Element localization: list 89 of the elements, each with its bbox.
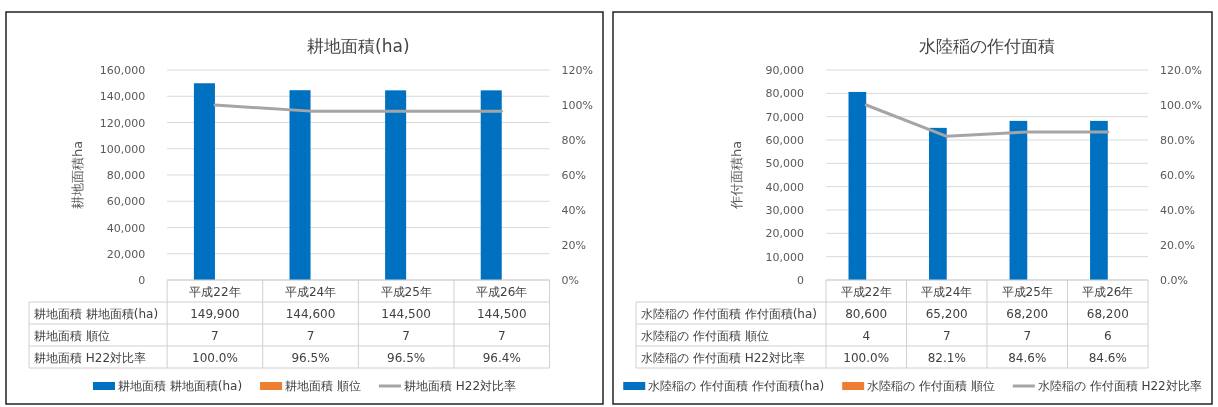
y-tick-label: 140,000 (99, 90, 146, 104)
x-tick-label: 平成22年 (189, 285, 241, 299)
y2-tick-label: 60% (561, 169, 586, 182)
y2-tick-label: 120% (561, 64, 593, 77)
y-tick-label: 40,000 (765, 180, 804, 194)
data-label: 84.6% (1008, 351, 1047, 365)
y-tick-label: 30,000 (765, 204, 804, 217)
bar (289, 90, 311, 280)
y2-tick-label: 100% (561, 99, 593, 112)
legend-label: 耕地面積 耕地面積(ha) (117, 379, 243, 393)
y-tick-label: 40,000 (106, 221, 146, 235)
data-label: 100.0% (843, 351, 890, 365)
y2-tick-label: 20.0% (1160, 239, 1195, 252)
text: 耕地面積 H22対比率 (34, 351, 147, 365)
legend-label: 水陸稲の 作付面積 順位 (867, 379, 995, 393)
x-tick-label: 平成25年 (380, 285, 432, 299)
y-tick-label: 70,000 (765, 110, 804, 124)
text: 耕地面積 順位 (34, 329, 110, 343)
bar (929, 127, 947, 280)
data-label: 6 (1103, 329, 1112, 343)
data-label: 144,500 (476, 307, 527, 321)
data-label: 7 (211, 329, 219, 343)
y-tick-label: 60,000 (765, 134, 804, 147)
data-label: 144,500 (381, 307, 431, 321)
bar (1090, 120, 1108, 280)
y-tick-label: 160,000 (99, 64, 146, 77)
text: 水陸稲の 作付面積 H22対比率 (641, 351, 805, 365)
y-axis-title: 耕地面積ha (70, 140, 86, 210)
y-tick-label: 10,000 (765, 250, 804, 264)
y2-tick-label: 20% (561, 239, 586, 252)
y-tick-label: 50,000 (765, 157, 804, 171)
data-label: 68,200 (1006, 307, 1049, 321)
x-tick-label: 平成24年 (921, 285, 973, 299)
bar (193, 83, 215, 280)
text: 耕地面積 耕地面積(ha) (34, 307, 159, 321)
x-tick-label: 平成22年 (840, 285, 892, 299)
data-label: 7 (1023, 329, 1032, 343)
data-label: 144,600 (285, 307, 336, 321)
x-tick-label: 平成26年 (1082, 285, 1134, 299)
y-tick-label: 0 (138, 274, 146, 287)
data-label: 96.4% (482, 351, 521, 365)
legend-label: 耕地面積 順位 (285, 379, 361, 393)
data-label: 65,200 (925, 307, 968, 321)
data-label: 96.5% (387, 351, 426, 365)
y2-tick-label: 40% (561, 204, 586, 217)
text: 水陸稲の 作付面積 順位 (641, 329, 769, 343)
data-label: 149,900 (190, 307, 240, 321)
y2-tick-label: 80% (561, 134, 586, 147)
y-tick-label: 100,000 (99, 142, 146, 156)
y-tick-label: 20,000 (106, 247, 146, 261)
y-axis-title: 作付面積ha (728, 140, 744, 211)
y-tick-label: 0 (796, 274, 804, 287)
x-tick-label: 平成24年 (284, 285, 337, 299)
data-label: 82.1% (927, 351, 966, 365)
data-label: 68,200 (1086, 307, 1129, 321)
y2-tick-label: 40.0% (1160, 204, 1195, 217)
data-label: 84.6% (1088, 351, 1127, 365)
y2-tick-label: 0.0% (1160, 274, 1188, 287)
legend-label: 水陸稲の 作付面積 作付面積(ha) (648, 379, 825, 393)
data-label: 96.5% (291, 351, 330, 365)
data-label: 7 (402, 329, 410, 343)
y-tick-label: 80,000 (765, 87, 804, 101)
bar (385, 90, 407, 280)
chart-title: 耕地面積(ha) (307, 36, 410, 56)
bar (480, 90, 502, 280)
data-label: 7 (306, 329, 315, 343)
y2-tick-label: 80.0% (1160, 134, 1195, 147)
y-tick-label: 90,000 (765, 64, 804, 77)
data-label: 100.0% (192, 351, 238, 365)
x-tick-label: 平成26年 (476, 285, 528, 299)
y2-tick-label: 120.0% (1160, 64, 1202, 77)
y2-tick-label: 0% (561, 274, 579, 287)
legend-label: 耕地面積 H22対比率 (403, 379, 517, 393)
bar (848, 91, 867, 280)
legend-label: 水陸稲の 作付面積 H22対比率 (1037, 379, 1202, 393)
data-label: 7 (497, 329, 506, 343)
y-tick-label: 80,000 (106, 169, 146, 182)
data-label: 7 (942, 329, 951, 343)
chart-title: 水陸稲の作付面積 (919, 36, 1055, 56)
y2-tick-label: 60.0% (1160, 169, 1195, 182)
bar (1009, 120, 1028, 280)
y-tick-label: 120,000 (99, 116, 146, 130)
data-label: 4 (862, 329, 871, 343)
data-label: 80,600 (845, 307, 888, 321)
x-tick-label: 平成25年 (1001, 285, 1053, 299)
y-tick-label: 60,000 (106, 195, 146, 209)
text: 水陸稲の 作付面積 作付面積(ha) (641, 307, 817, 321)
y-tick-label: 20,000 (765, 227, 804, 241)
y2-tick-label: 100.0% (1160, 99, 1202, 112)
